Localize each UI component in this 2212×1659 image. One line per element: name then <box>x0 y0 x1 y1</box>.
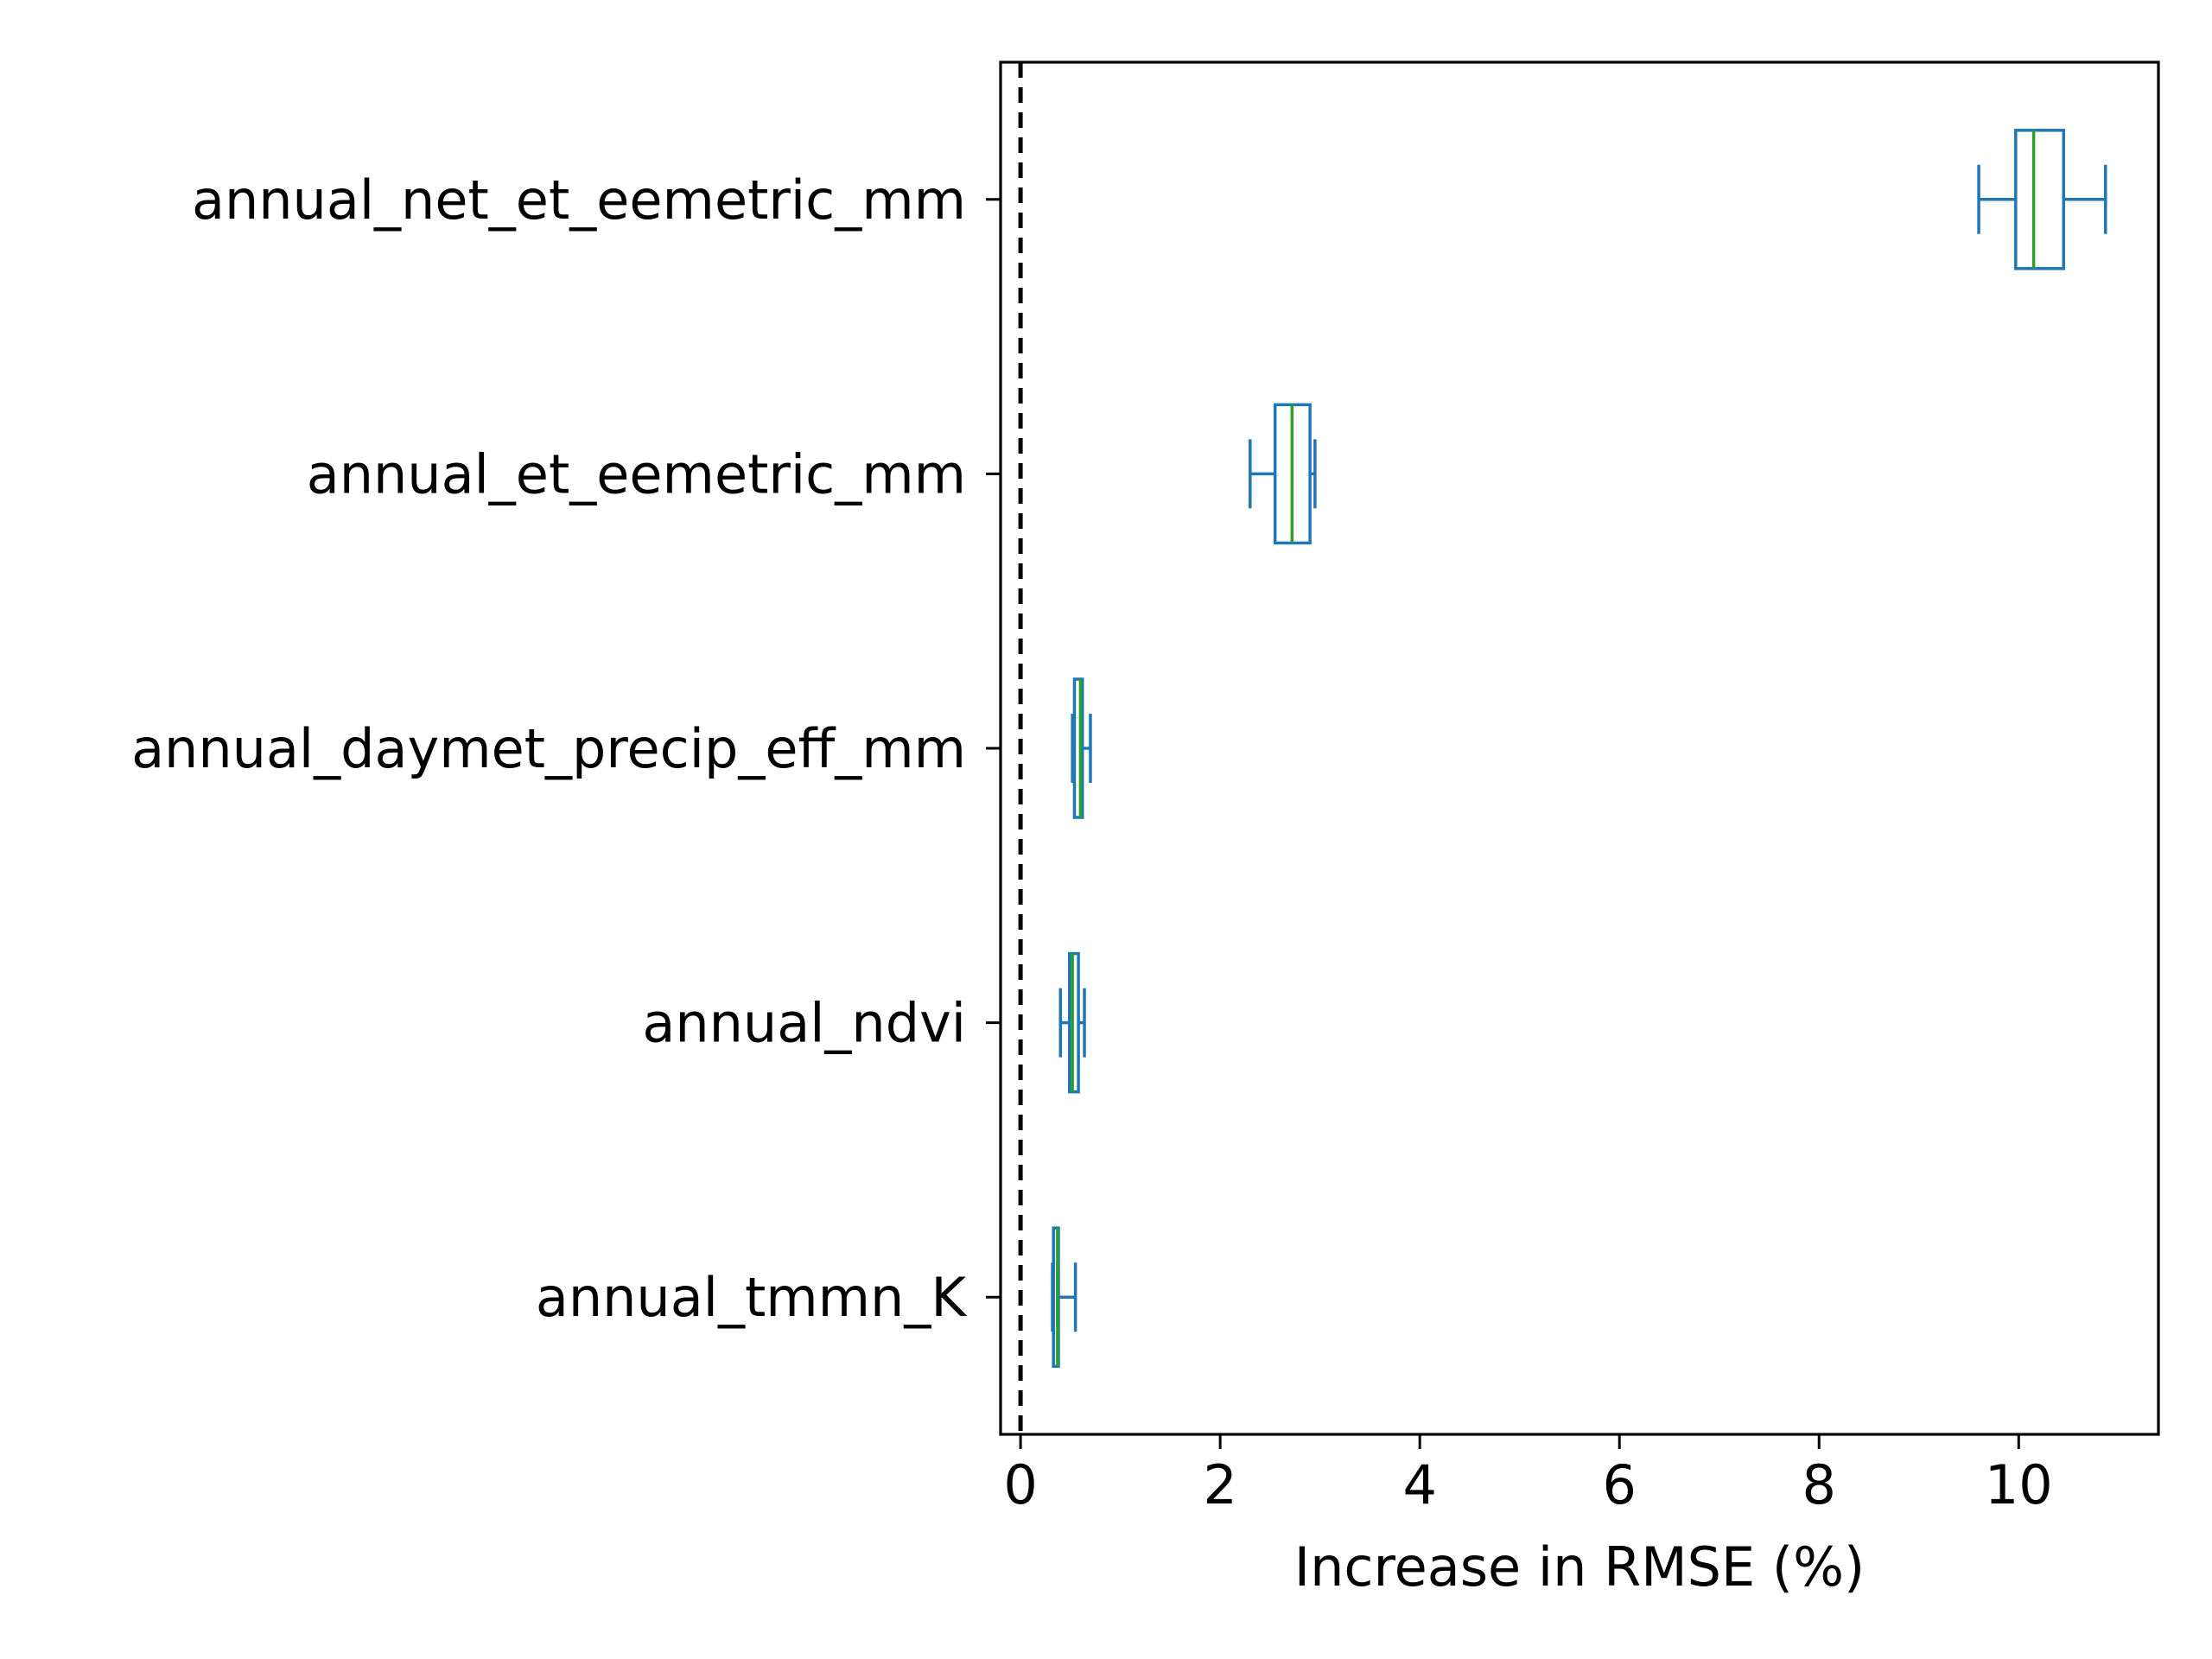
box-layer <box>1051 129 2107 1368</box>
box-annual_et_eemetric_mm <box>1249 403 1317 545</box>
y-tick-label: annual_tmmn_K <box>536 1266 967 1329</box>
box-annual_ndvi <box>1058 951 1086 1094</box>
y-axis: annual_net_et_eemetric_mm annual_et_eemet… <box>131 168 1001 1329</box>
y-tick-label: annual_net_et_eemetric_mm <box>192 168 966 232</box>
x-axis: 0 2 4 6 8 10 <box>1003 1434 2053 1516</box>
x-tick-label: 4 <box>1402 1453 1436 1516</box>
x-tick-label: 10 <box>1985 1453 2053 1516</box>
box-iqr <box>1072 677 1084 819</box>
x-tick-label: 2 <box>1203 1453 1236 1516</box>
x-tick-label: 8 <box>1802 1453 1836 1516</box>
y-tick-label: annual_ndvi <box>642 992 966 1055</box>
box-annual_net_et_eemetric_mm <box>1977 129 2107 270</box>
x-tick-label: 6 <box>1602 1453 1636 1516</box>
box-iqr <box>2014 129 2066 270</box>
x-tick-label: 0 <box>1003 1453 1037 1516</box>
box-annual_daymet_precip_eff_mm <box>1071 677 1092 819</box>
y-tick-label: annual_et_eemetric_mm <box>307 442 966 505</box>
y-tick-label: annual_daymet_precip_eff_mm <box>131 717 966 780</box>
x-axis-label: Increase in RMSE (%) <box>1294 1535 1865 1599</box>
box-annual_tmmn_K <box>1051 1226 1077 1368</box>
